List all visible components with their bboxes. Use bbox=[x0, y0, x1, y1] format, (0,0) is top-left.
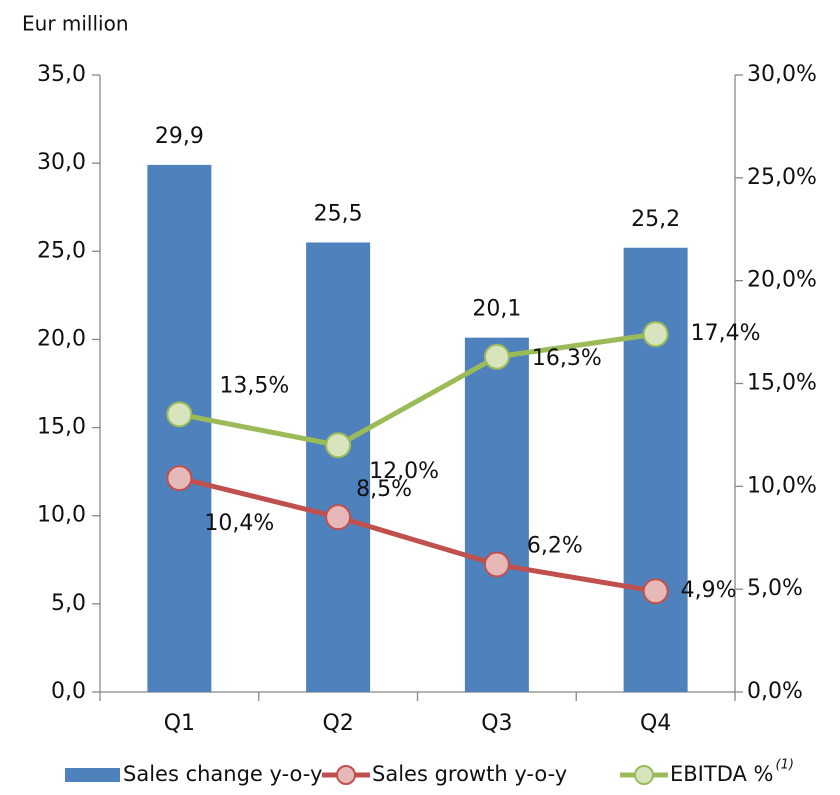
y2-tick-label: 5,0% bbox=[747, 576, 803, 601]
x-tick-label: Q4 bbox=[640, 711, 671, 736]
point-value-label: 8,5% bbox=[356, 477, 412, 502]
y-axis-label: Eur million bbox=[22, 12, 129, 36]
marker bbox=[642, 321, 669, 348]
marker bbox=[166, 465, 193, 492]
legend-label: Sales growth y-o-y bbox=[372, 762, 567, 786]
x-tick-label: Q2 bbox=[322, 711, 353, 736]
y2-tick-label: 25,0% bbox=[747, 165, 817, 190]
point-value-label: 4,9% bbox=[681, 578, 737, 603]
marker bbox=[483, 551, 510, 578]
y-tick-label: 15,0 bbox=[37, 415, 86, 440]
legend-marker bbox=[336, 765, 356, 785]
point-value-label: 13,5% bbox=[219, 373, 289, 398]
point-value-label: 17,4% bbox=[691, 321, 761, 346]
y-tick-label: 30,0 bbox=[37, 150, 86, 175]
y-tick-label: 25,0 bbox=[37, 238, 86, 263]
y2-tick-label: 30,0% bbox=[747, 62, 817, 87]
bar bbox=[623, 247, 688, 692]
point-value-label: 12,0% bbox=[369, 459, 439, 484]
y-tick-label: 20,0 bbox=[37, 326, 86, 351]
point-value-label: 6,2% bbox=[527, 533, 583, 558]
marker bbox=[483, 343, 510, 370]
y2-tick-label: 10,0% bbox=[747, 473, 817, 498]
y-tick-label: 5,0 bbox=[51, 591, 86, 616]
y-tick-label: 35,0 bbox=[37, 62, 86, 87]
legend-swatch bbox=[65, 768, 120, 782]
y-tick-label: 10,0 bbox=[37, 503, 86, 528]
legend-marker bbox=[634, 765, 654, 785]
line bbox=[178, 331, 656, 448]
bar-value-label: 25,2 bbox=[631, 207, 680, 232]
legend-label: EBITDA % bbox=[670, 762, 774, 786]
bar bbox=[464, 337, 529, 692]
bar bbox=[306, 242, 371, 692]
y2-tick-label: 15,0% bbox=[747, 371, 817, 396]
legend-label: Sales change y-o-y bbox=[123, 762, 322, 786]
y-tick-label: 0,0 bbox=[51, 679, 86, 704]
point-value-label: 16,3% bbox=[532, 346, 602, 371]
x-tick-label: Q1 bbox=[164, 711, 195, 736]
marker bbox=[325, 432, 352, 459]
marker bbox=[325, 504, 352, 531]
bar-value-label: 29,9 bbox=[155, 124, 204, 149]
bar-value-label: 20,1 bbox=[472, 297, 521, 322]
marker bbox=[166, 401, 193, 428]
legend-superscript: (1) bbox=[776, 758, 794, 773]
point-value-label: 10,4% bbox=[204, 511, 274, 536]
line bbox=[178, 475, 657, 594]
marker bbox=[642, 578, 669, 605]
bar bbox=[147, 164, 212, 693]
bar-value-label: 25,5 bbox=[314, 201, 363, 226]
y2-tick-label: 20,0% bbox=[747, 268, 817, 293]
x-tick-label: Q3 bbox=[481, 711, 512, 736]
y2-tick-label: 0,0% bbox=[747, 679, 803, 704]
